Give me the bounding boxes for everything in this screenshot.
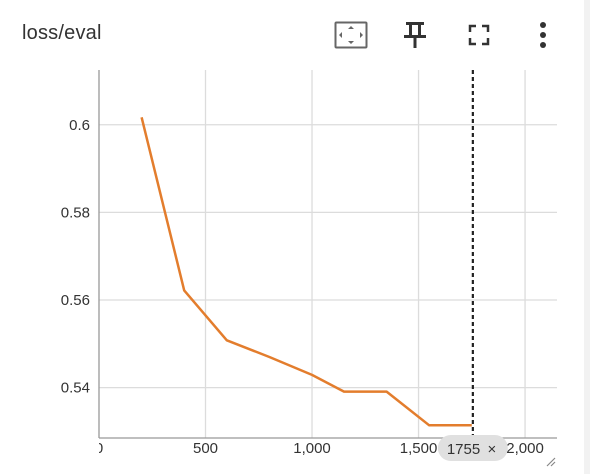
pin-button[interactable] xyxy=(398,18,432,52)
x-tick-label: 1,000 xyxy=(293,440,331,457)
pin-icon xyxy=(402,20,428,50)
panel-edge xyxy=(584,0,590,474)
x-tick-label: 500 xyxy=(193,440,218,457)
more-vert-icon xyxy=(538,20,548,50)
hover-step-label: 1755 xyxy=(447,441,480,458)
x-tick-label: 2,000 xyxy=(506,440,544,457)
axes: 0.52 0.54 0.56 0.58 0.6 0 500 1,000 1,500 2,000 xyxy=(61,70,557,474)
hover-step-badge xyxy=(437,435,508,461)
fullscreen-icon xyxy=(467,23,491,47)
fullscreen-button[interactable] xyxy=(462,18,496,52)
y-tick-label: 0.52 xyxy=(61,467,90,474)
y-tick-label: 0.58 xyxy=(61,204,90,221)
y-tick-label: 0.56 xyxy=(61,292,90,309)
hover-layer: 1755 × xyxy=(437,70,508,461)
x-tick-label: 0 xyxy=(95,440,103,457)
fit-domain-button[interactable] xyxy=(334,18,368,52)
x-tick-label: 1,500 xyxy=(400,440,438,457)
more-menu-button[interactable] xyxy=(526,18,560,52)
series-layer xyxy=(140,117,472,427)
chart-title: loss/eval xyxy=(22,22,102,44)
hover-close-icon[interactable]: × xyxy=(487,441,496,458)
y-tick-label: 0.54 xyxy=(61,380,90,397)
chart-toolbar xyxy=(304,18,560,52)
y-tick-label: 0.6 xyxy=(69,117,90,134)
resize-handle-icon[interactable] xyxy=(544,454,556,472)
series-line xyxy=(140,117,472,427)
grid xyxy=(99,70,557,438)
fit-domain-icon xyxy=(334,21,368,49)
